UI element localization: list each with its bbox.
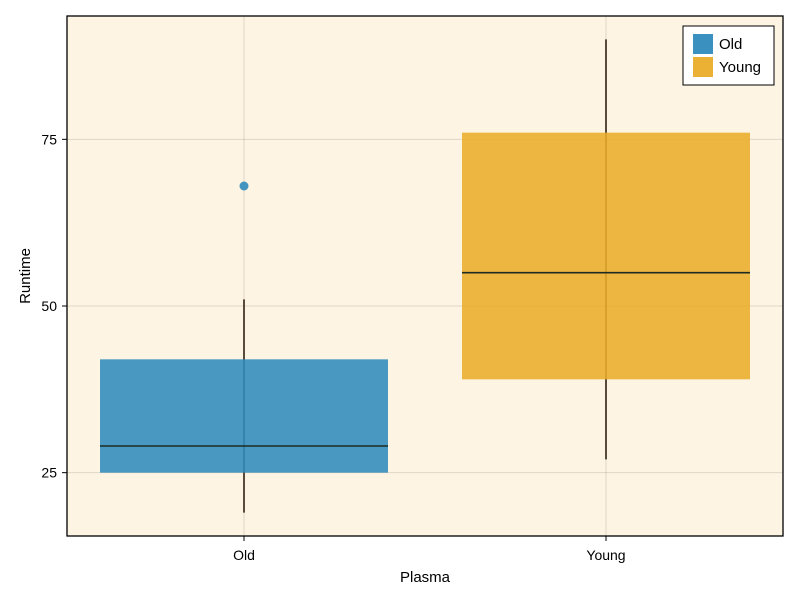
box-old <box>100 181 388 513</box>
y-axis-ticks: 25 50 75 <box>41 131 67 481</box>
x-tick-label: Young <box>586 547 625 563</box>
x-axis-ticks: Old Young <box>233 536 626 563</box>
y-tick-label: 50 <box>41 298 57 314</box>
box-young <box>462 39 750 460</box>
boxes <box>100 39 750 513</box>
legend-swatch <box>693 57 713 77</box>
x-tick-label: Old <box>233 547 255 563</box>
y-axis-label: Runtime <box>17 248 34 304</box>
plot-frame <box>66 15 784 537</box>
y-tick-label: 75 <box>41 131 57 147</box>
legend-label: Young <box>719 59 761 76</box>
iqr-box <box>462 132 750 380</box>
iqr-box <box>100 359 388 473</box>
legend: Old Young <box>682 25 775 86</box>
outlier-point <box>239 181 249 191</box>
y-tick-label: 25 <box>41 465 57 481</box>
legend-swatch <box>693 34 713 54</box>
x-axis-label: Plasma <box>400 569 451 586</box>
legend-label: Old <box>719 36 742 53</box>
